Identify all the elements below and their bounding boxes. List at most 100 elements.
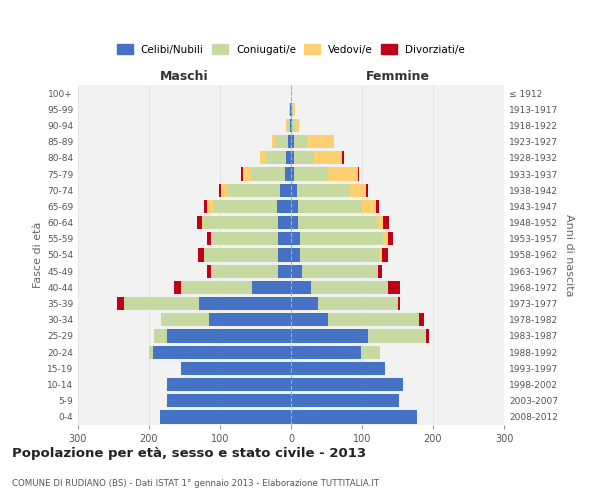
Bar — [243, 168, 251, 180]
Text: Femmine: Femmine — [365, 70, 430, 82]
Bar — [299, 232, 383, 245]
Bar — [328, 168, 358, 180]
Bar — [291, 378, 403, 391]
Bar — [211, 264, 278, 278]
Bar — [291, 410, 418, 424]
Bar — [328, 313, 419, 326]
Bar — [362, 200, 376, 213]
Bar — [291, 248, 299, 262]
Bar — [251, 168, 286, 180]
Bar — [124, 297, 199, 310]
Bar — [198, 248, 203, 262]
Bar — [318, 297, 398, 310]
Bar — [291, 313, 328, 326]
Bar — [350, 184, 365, 197]
Bar — [286, 151, 291, 164]
Bar — [398, 297, 400, 310]
Bar — [298, 200, 362, 213]
Bar — [152, 346, 291, 359]
Bar — [388, 280, 400, 294]
Text: COMUNE DI RUDIANO (BS) - Dati ISTAT 1° gennaio 2013 - Elaborazione TUTTITALIA.IT: COMUNE DI RUDIANO (BS) - Dati ISTAT 1° g… — [12, 479, 379, 488]
Bar — [154, 330, 167, 342]
Bar — [227, 184, 280, 197]
Bar — [160, 410, 291, 424]
Bar — [314, 151, 342, 164]
Bar — [199, 297, 291, 310]
Bar — [167, 378, 291, 391]
Bar — [383, 216, 389, 230]
Bar — [419, 313, 424, 326]
Bar — [377, 216, 383, 230]
Bar — [291, 232, 299, 245]
Bar — [286, 168, 291, 180]
Bar — [117, 297, 124, 310]
Bar — [291, 362, 385, 375]
Bar — [292, 102, 293, 116]
Bar — [291, 216, 298, 230]
Bar — [149, 346, 152, 359]
Bar — [277, 200, 291, 213]
Bar — [379, 264, 382, 278]
Bar — [358, 168, 359, 180]
Bar — [388, 232, 393, 245]
Bar — [181, 362, 291, 375]
Bar — [278, 248, 291, 262]
Bar — [203, 248, 278, 262]
Bar — [291, 151, 294, 164]
Bar — [291, 86, 292, 100]
Bar — [291, 280, 311, 294]
Bar — [298, 216, 377, 230]
Bar — [302, 264, 379, 278]
Bar — [291, 168, 294, 180]
Bar — [207, 264, 211, 278]
Bar — [311, 280, 388, 294]
Bar — [272, 135, 275, 148]
Bar — [291, 102, 292, 116]
Bar — [290, 119, 291, 132]
Bar — [291, 119, 292, 132]
Bar — [207, 200, 213, 213]
Bar — [280, 184, 291, 197]
Bar — [218, 184, 221, 197]
Bar — [291, 346, 361, 359]
Bar — [291, 135, 294, 148]
Bar — [203, 216, 278, 230]
Bar — [167, 394, 291, 407]
Bar — [275, 135, 288, 148]
Bar — [294, 168, 328, 180]
Bar — [361, 346, 380, 359]
Bar — [376, 200, 379, 213]
Bar — [209, 313, 291, 326]
Text: Popolazione per età, sesso e stato civile - 2013: Popolazione per età, sesso e stato civil… — [12, 448, 366, 460]
Bar — [266, 151, 286, 164]
Bar — [307, 135, 334, 148]
Bar — [207, 232, 211, 245]
Bar — [295, 119, 299, 132]
Bar — [289, 102, 290, 116]
Bar — [181, 280, 252, 294]
Legend: Celibi/Nubili, Coniugati/e, Vedovi/e, Divorziati/e: Celibi/Nubili, Coniugati/e, Vedovi/e, Di… — [117, 44, 465, 54]
Bar — [368, 330, 426, 342]
Bar — [299, 248, 379, 262]
Bar — [278, 232, 291, 245]
Bar — [174, 280, 181, 294]
Bar — [291, 200, 298, 213]
Bar — [291, 184, 296, 197]
Bar — [213, 200, 277, 213]
Y-axis label: Fasce di età: Fasce di età — [33, 222, 43, 288]
Bar — [211, 232, 278, 245]
Bar — [286, 119, 287, 132]
Bar — [291, 330, 368, 342]
Bar — [382, 248, 388, 262]
Bar — [383, 232, 388, 245]
Bar — [342, 151, 344, 164]
Bar — [278, 216, 291, 230]
Y-axis label: Anni di nascita: Anni di nascita — [563, 214, 574, 296]
Bar — [293, 102, 295, 116]
Bar — [294, 135, 307, 148]
Bar — [379, 248, 382, 262]
Bar — [241, 168, 243, 180]
Bar — [290, 102, 291, 116]
Bar — [205, 200, 207, 213]
Bar — [221, 184, 227, 197]
